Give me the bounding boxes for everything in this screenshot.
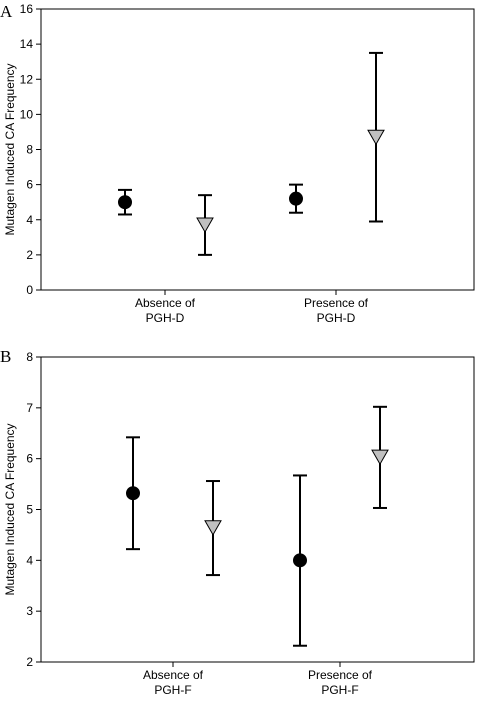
data-point-triangle [204, 520, 222, 536]
y-axis-title: Mutagen Induced CA Frequency [3, 423, 17, 595]
y-axis-title: Mutagen Induced CA Frequency [3, 63, 17, 235]
y-tick-label: 14 [20, 37, 34, 51]
category-label-line2: PGH-D [146, 311, 185, 325]
y-tick-label: 4 [26, 553, 33, 567]
category-label-line2: PGH-F [321, 683, 358, 697]
plot-frame [40, 356, 475, 663]
y-tick-label: 4 [26, 213, 33, 227]
data-point-triangle [196, 217, 214, 234]
panel-letter-a: A [0, 2, 13, 21]
data-point-triangle [371, 449, 389, 466]
y-tick-label: 10 [20, 107, 34, 121]
data-point-triangle [367, 129, 385, 146]
data-point-circle [118, 195, 132, 210]
y-tick-label: 2 [26, 248, 33, 262]
y-tick-label: 0 [26, 283, 33, 297]
y-tick-label: 7 [26, 401, 33, 415]
y-tick-label: 8 [26, 143, 33, 157]
y-tick-label: 12 [20, 72, 34, 86]
y-tick-label: 2 [26, 655, 33, 669]
category-label-line1: Presence of [308, 668, 373, 682]
category-label-line2: PGH-D [317, 311, 356, 325]
y-tick-label: 5 [26, 503, 33, 517]
data-point-circle [126, 486, 140, 501]
plot-frame [40, 8, 475, 291]
panel-letter-b: B [0, 347, 11, 366]
y-tick-label: 6 [26, 178, 33, 192]
category-label-line1: Absence of [135, 296, 196, 310]
y-tick-label: 8 [26, 350, 33, 364]
data-point-circle [289, 191, 303, 206]
category-label-line2: PGH-F [154, 683, 191, 697]
y-tick-label: 16 [20, 2, 34, 16]
category-label-line1: Presence of [304, 296, 369, 310]
y-tick-label: 3 [26, 604, 33, 618]
category-label-line1: Absence of [143, 668, 204, 682]
data-point-circle [293, 553, 307, 568]
y-tick-label: 6 [26, 452, 33, 466]
